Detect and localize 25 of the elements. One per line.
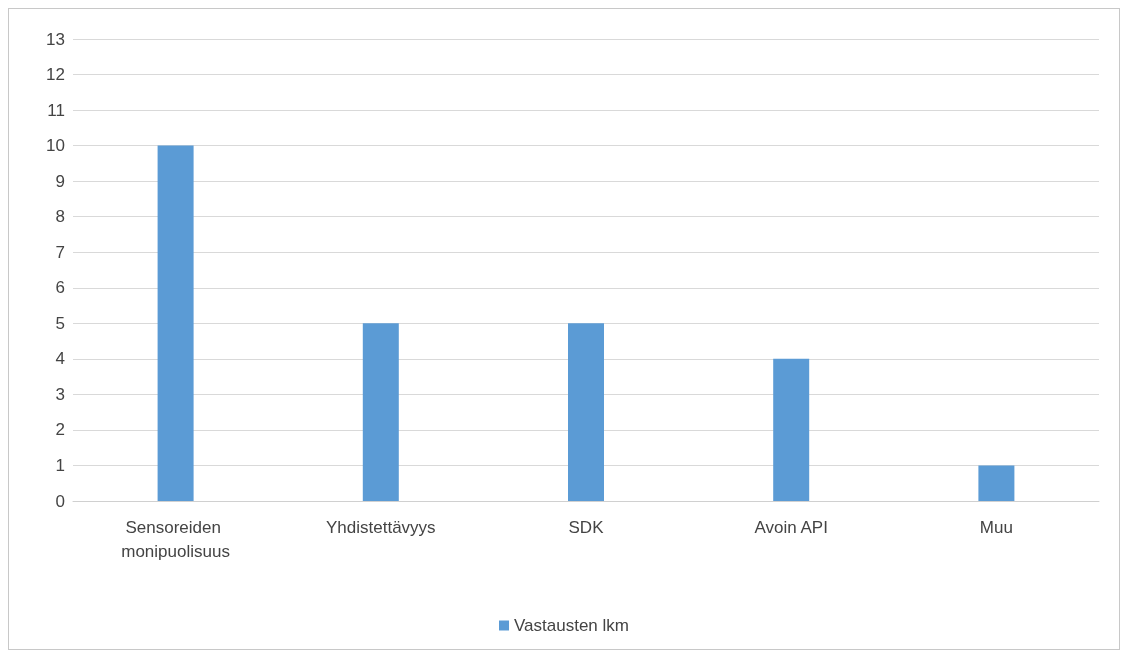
x-tick-label: SDK — [568, 517, 605, 537]
x-tick-label: Avoin API — [754, 517, 828, 537]
y-tick-label: 12 — [46, 65, 65, 85]
bar — [362, 323, 399, 501]
bar — [773, 358, 810, 501]
y-tick-label: 2 — [55, 420, 65, 440]
y-tick-label: 13 — [46, 29, 65, 49]
y-tick-label: 7 — [55, 242, 65, 262]
y-tick-label: 11 — [47, 100, 65, 120]
y-tick-label: 9 — [55, 171, 65, 191]
legend-label: Vastausten lkm — [514, 616, 629, 635]
y-tick-label: 1 — [55, 455, 65, 475]
y-tick-label: 8 — [55, 207, 65, 227]
y-tick-label: 4 — [55, 349, 65, 369]
x-tick-label: Muu — [979, 517, 1013, 537]
y-tick-label: 10 — [46, 136, 65, 156]
bar — [568, 323, 604, 501]
y-tick-label: 0 — [55, 491, 65, 511]
bar — [978, 465, 1015, 501]
y-tick-label: 5 — [55, 313, 65, 333]
y-tick-label: 6 — [55, 278, 65, 298]
x-tick-label: Yhdistettävyys — [326, 517, 436, 537]
y-tick-label: 3 — [55, 384, 65, 404]
x-tick-label: Sensoreiden monipuolisuus — [121, 517, 230, 561]
bar — [157, 145, 194, 501]
